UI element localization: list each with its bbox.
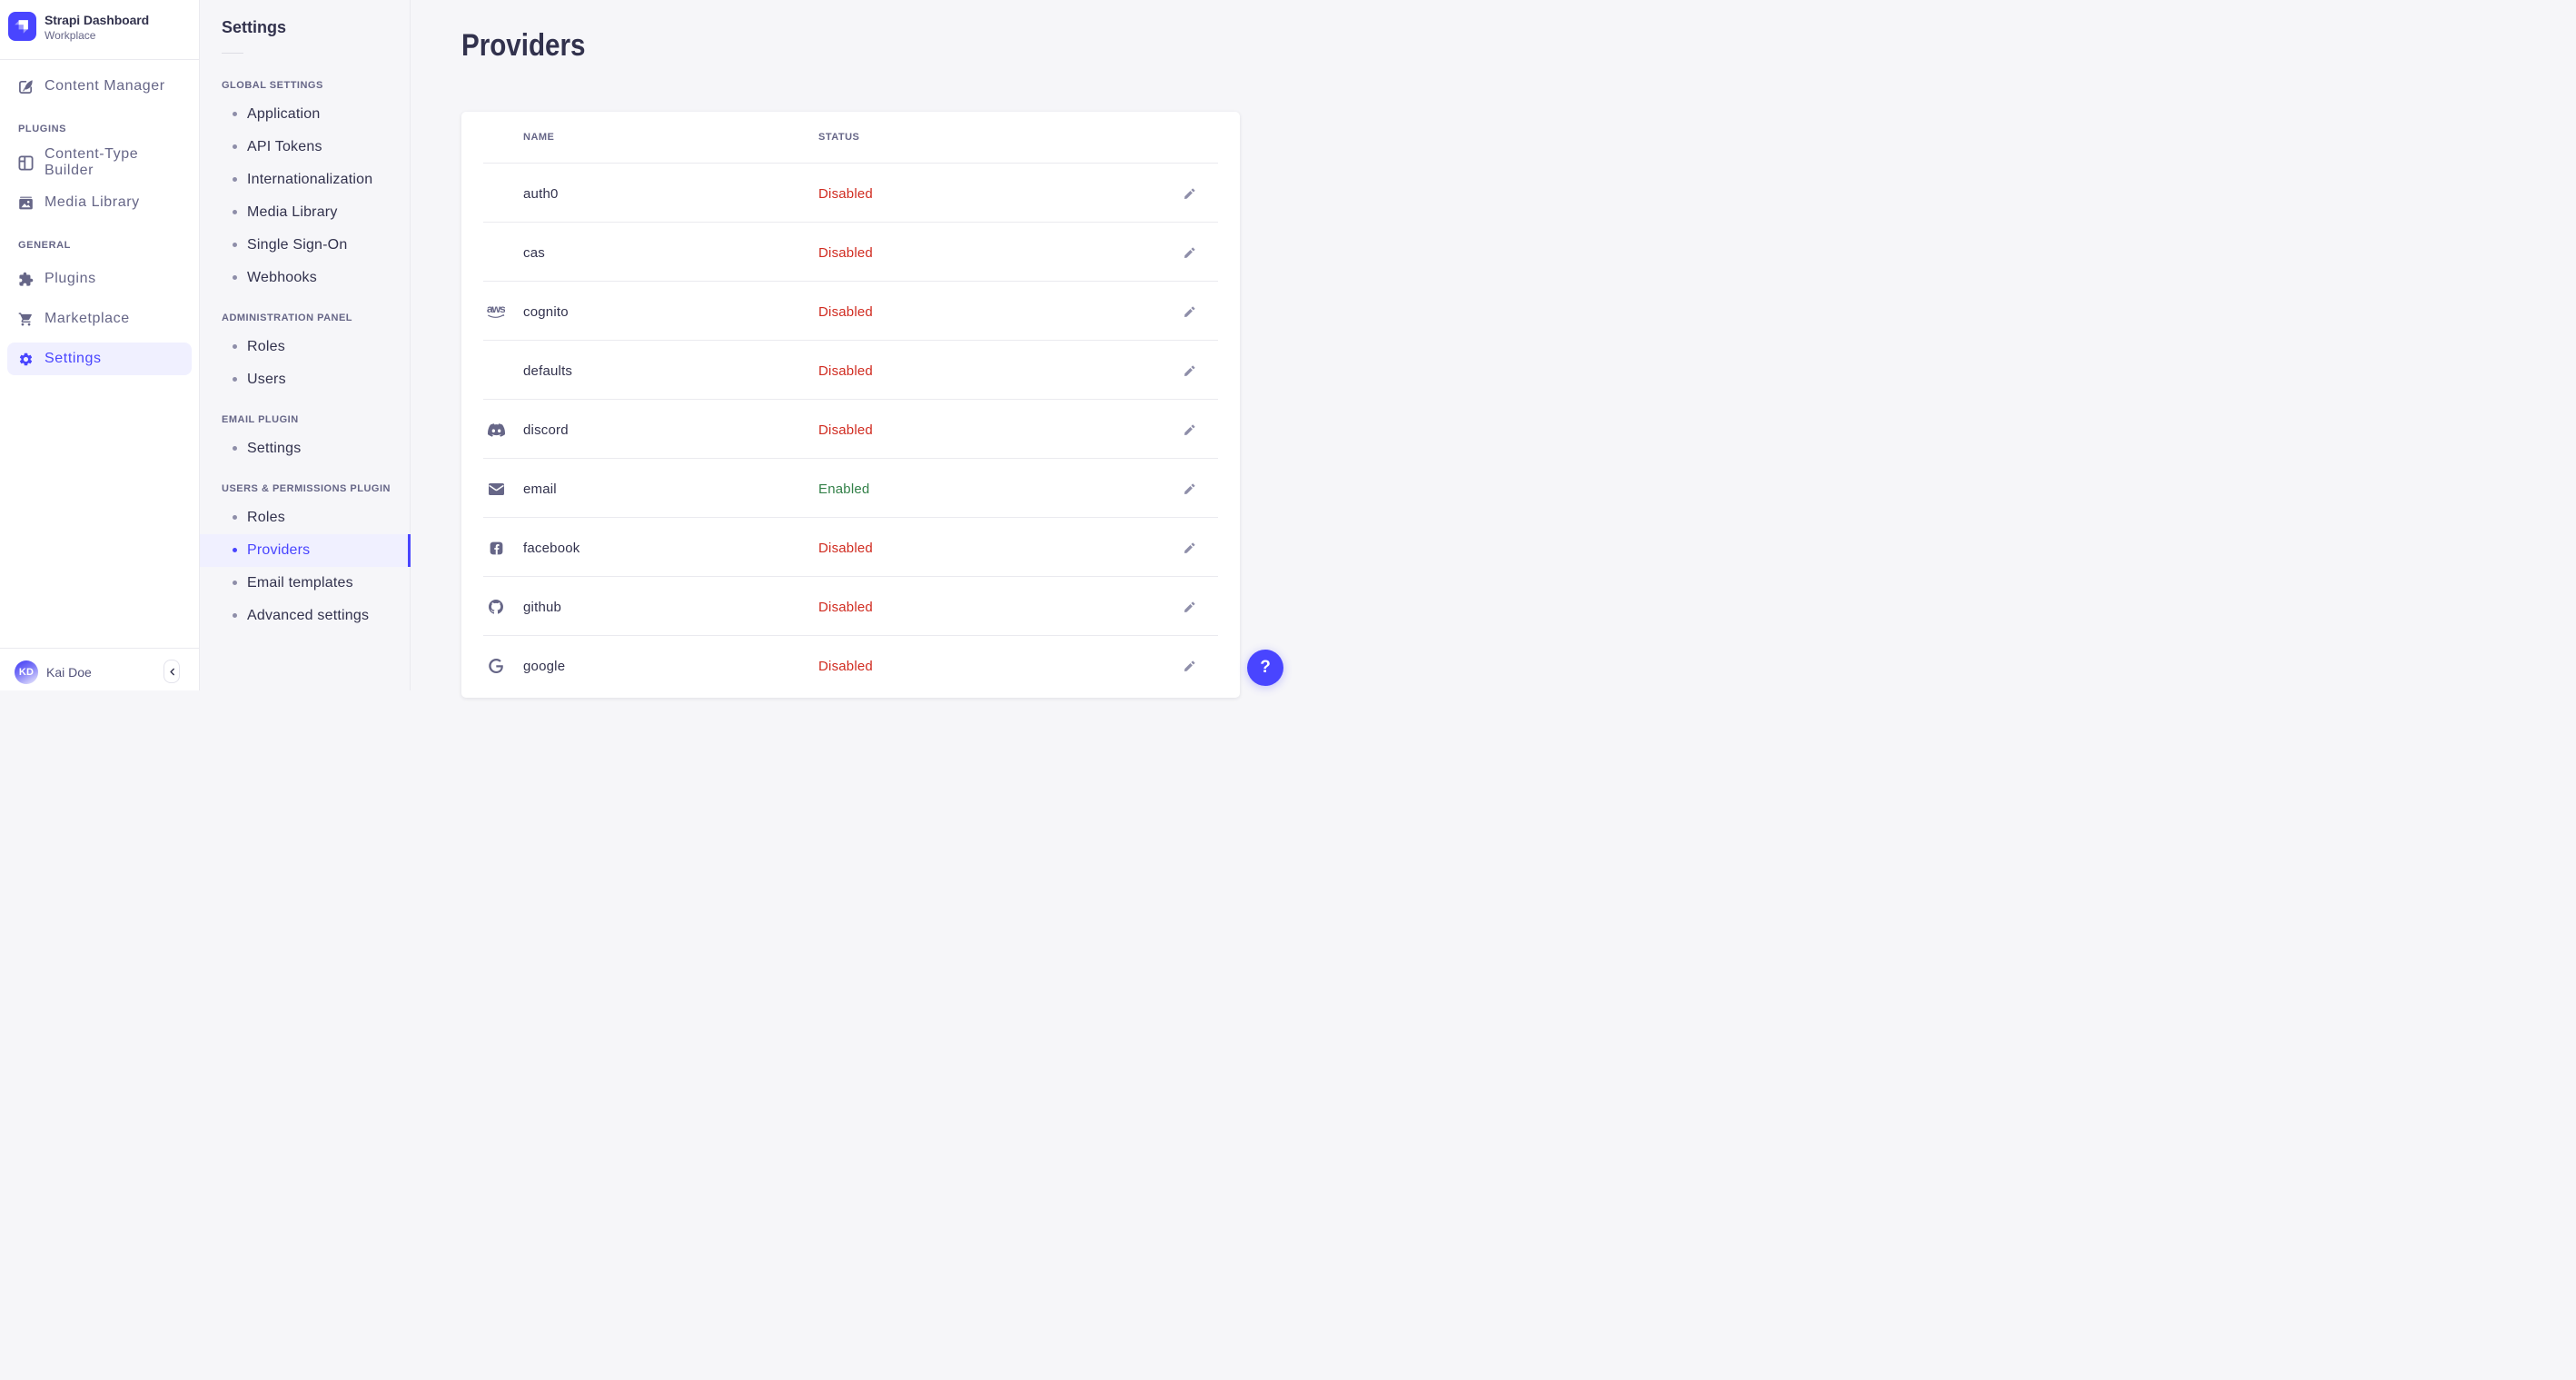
svg-text:aws: aws [487,305,505,315]
